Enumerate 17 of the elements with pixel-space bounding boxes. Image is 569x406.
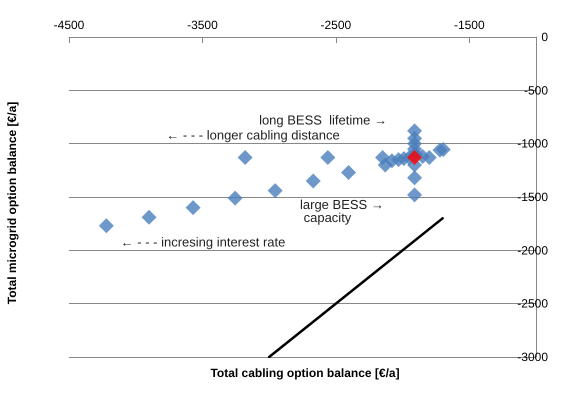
- annotation: ← - - - longer cabling distance: [166, 128, 340, 142]
- y-tick-label: -3000: [517, 350, 548, 364]
- y-tick-label: -1000: [517, 136, 548, 151]
- y-tick-label: 0: [541, 30, 548, 44]
- annotation: long BESS lifetime →: [259, 112, 387, 128]
- annotation: ← - - - incresing interest rate: [120, 234, 286, 250]
- x-tick-label: -4500: [54, 18, 85, 32]
- y-tick-label: -1500: [517, 190, 548, 204]
- annotation: large BESS → capacity: [300, 197, 384, 225]
- x-tick-label: -1500: [454, 18, 485, 32]
- x-tick-label: -3500: [187, 18, 218, 32]
- y-axis-title: Total microgrid option balance [€/a]: [5, 102, 19, 304]
- y-tick-label: -2000: [517, 243, 548, 258]
- x-tick-label: -2500: [320, 18, 352, 32]
- y-tick-label: -2500: [517, 296, 548, 311]
- y-tick-label: -500: [524, 83, 548, 98]
- x-axis-title: Total cabling option balance [€/a]: [210, 366, 400, 380]
